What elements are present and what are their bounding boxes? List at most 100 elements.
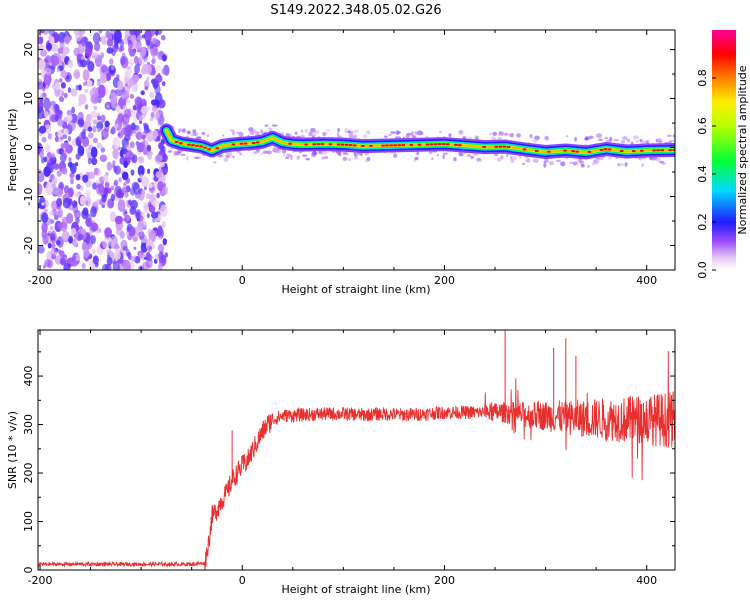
- noise-blob: [96, 199, 101, 205]
- noise-blob: [56, 68, 60, 73]
- noise-blob: [106, 257, 113, 266]
- ridge-peak: [239, 142, 244, 145]
- noise-region: [38, 30, 170, 270]
- noise-blob: [88, 132, 94, 139]
- noise-blob: [111, 43, 120, 53]
- noise-blob: [155, 154, 163, 162]
- halo-blob: [410, 131, 414, 137]
- noise-blob: [141, 34, 146, 39]
- ridge-peak: [336, 143, 341, 146]
- noise-blob: [38, 106, 45, 120]
- halo-blob: [226, 151, 233, 156]
- noise-blob: [155, 111, 161, 120]
- noise-blob: [55, 187, 64, 198]
- noise-blob: [86, 80, 93, 87]
- noise-blob: [67, 136, 72, 142]
- noise-blob: [149, 117, 154, 121]
- halo-blob: [181, 128, 187, 133]
- noise-blob: [68, 157, 72, 162]
- halo-blob: [596, 133, 603, 139]
- x-tick-label: 0: [239, 574, 246, 587]
- halo-blob: [489, 132, 492, 136]
- noise-blob: [61, 128, 65, 134]
- halo-blob: [534, 160, 539, 163]
- snr-series: [38, 330, 675, 570]
- noise-blob: [40, 30, 45, 34]
- noise-blob: [113, 179, 119, 187]
- halo-blob: [442, 152, 448, 155]
- halo-blob: [555, 159, 562, 163]
- noise-blob: [101, 193, 107, 203]
- noise-blob: [112, 160, 116, 166]
- halo-blob: [431, 157, 434, 161]
- noise-blob: [130, 169, 135, 176]
- halo-blob: [566, 135, 569, 138]
- noise-blob: [63, 262, 70, 270]
- noise-blob: [70, 88, 78, 97]
- noise-blob: [41, 222, 48, 233]
- halo-blob: [187, 131, 191, 134]
- noise-blob: [66, 109, 73, 116]
- colorbar-tick-label: 0.0: [696, 261, 709, 279]
- ridge-peak: [652, 149, 656, 152]
- noise-blob: [44, 124, 52, 134]
- noise-blob: [156, 135, 161, 142]
- noise-blob: [159, 161, 165, 168]
- noise-blob: [122, 245, 128, 251]
- noise-blob: [102, 237, 110, 249]
- halo-blob: [604, 136, 609, 140]
- noise-blob: [85, 196, 92, 207]
- noise-blob: [73, 255, 77, 260]
- halo-blob: [584, 138, 588, 141]
- noise-blob: [124, 108, 132, 119]
- ridge-peak: [393, 144, 397, 147]
- noise-blob: [62, 46, 70, 55]
- halo-blob: [285, 153, 291, 158]
- noise-blob: [109, 211, 117, 223]
- noise-blob: [85, 217, 92, 227]
- halo-blob: [569, 161, 574, 164]
- ridge-peak: [429, 143, 434, 146]
- halo-blob: [173, 150, 178, 156]
- noise-blob: [138, 54, 146, 66]
- noise-blob: [140, 90, 145, 96]
- noise-blob: [120, 56, 126, 66]
- halo-blob: [321, 156, 326, 160]
- halo-blob: [598, 138, 603, 141]
- noise-blob: [157, 30, 163, 35]
- noise-blob: [146, 144, 151, 152]
- halo-blob: [194, 156, 200, 159]
- noise-blob: [42, 92, 47, 98]
- noise-blob: [114, 250, 121, 261]
- halo-blob: [641, 163, 645, 167]
- halo-blob: [524, 159, 529, 163]
- y-tick-label: 0: [22, 144, 35, 151]
- ridge-peak: [575, 150, 579, 153]
- noise-blob: [81, 262, 86, 270]
- noise-blob: [124, 76, 130, 84]
- ridge-peak: [607, 148, 612, 151]
- noise-blob: [151, 67, 156, 76]
- ridge-peak: [328, 143, 333, 146]
- halo-blob: [672, 139, 675, 143]
- noise-blob: [138, 115, 143, 121]
- noise-blob: [142, 147, 148, 156]
- ridge-peak: [498, 145, 503, 148]
- halo-blob: [630, 141, 634, 145]
- halo-blob: [342, 152, 349, 155]
- noise-blob: [137, 165, 145, 177]
- halo-blob: [579, 158, 582, 163]
- noise-blob: [111, 126, 116, 135]
- halo-blob: [347, 158, 352, 162]
- halo-blob: [522, 162, 525, 166]
- ridge-peak: [215, 147, 219, 150]
- noise-blob: [146, 213, 150, 219]
- halo-blob: [180, 153, 186, 156]
- ridge-peak: [660, 149, 664, 152]
- noise-blob: [137, 215, 144, 222]
- y-tick-label: 300: [22, 414, 35, 435]
- noise-blob: [124, 67, 132, 77]
- noise-blob: [161, 221, 166, 228]
- noise-blob: [117, 199, 126, 212]
